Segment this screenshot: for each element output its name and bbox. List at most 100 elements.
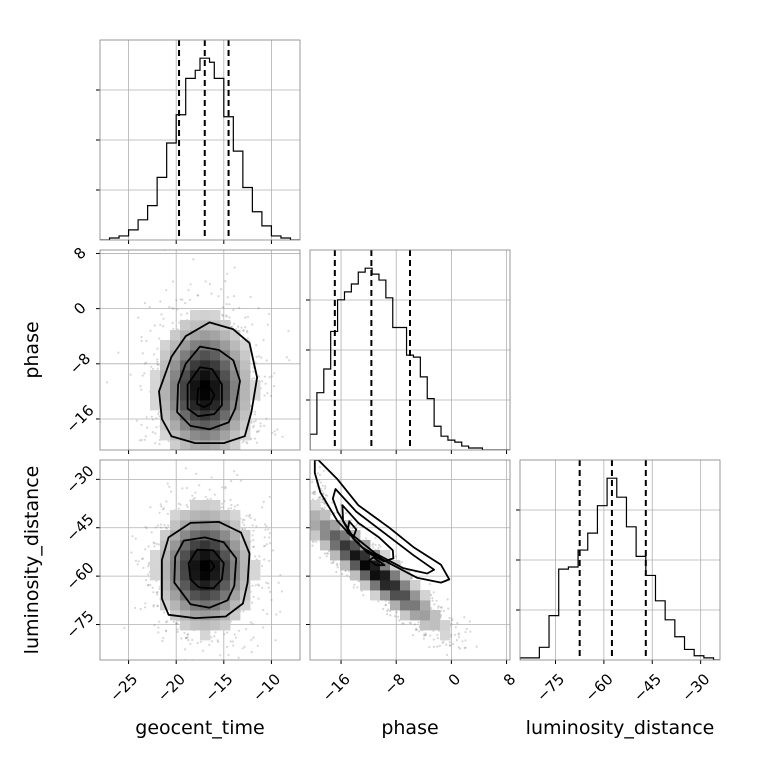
density-cell xyxy=(340,540,351,551)
sample-point xyxy=(243,523,246,527)
sample-point xyxy=(356,526,359,529)
density-cell xyxy=(390,590,401,601)
sample-point xyxy=(159,323,162,326)
contour-level-4 xyxy=(201,559,216,573)
sample-point xyxy=(401,622,404,625)
sample-point xyxy=(176,628,179,631)
density-cell xyxy=(220,580,231,591)
density-cell xyxy=(230,600,241,611)
sample-point xyxy=(175,622,178,625)
sample-point xyxy=(326,552,330,555)
sample-point xyxy=(153,324,156,327)
sample-point xyxy=(261,506,264,509)
sample-point xyxy=(166,620,169,623)
sample-point xyxy=(250,651,253,654)
density-cell xyxy=(190,540,201,551)
sample-point xyxy=(457,632,461,635)
sample-point xyxy=(254,410,257,413)
sample-point xyxy=(224,487,227,490)
sample-point xyxy=(142,566,145,570)
sample-point xyxy=(324,485,327,488)
sample-point xyxy=(152,604,155,607)
sample-point xyxy=(478,666,480,668)
sample-point xyxy=(217,295,220,298)
density-cell xyxy=(170,430,181,441)
density-cell xyxy=(230,380,241,391)
sample-point xyxy=(457,646,460,649)
sample-point xyxy=(319,481,322,484)
sample-point xyxy=(389,614,392,617)
sample-point xyxy=(210,636,213,639)
density-cell xyxy=(180,350,191,361)
sample-point xyxy=(263,558,266,561)
sample-point xyxy=(410,576,413,580)
sample-point xyxy=(267,528,270,531)
sample-point xyxy=(172,307,175,310)
sample-point xyxy=(436,645,439,648)
sample-point xyxy=(141,557,144,561)
sample-point xyxy=(266,323,269,326)
sample-point xyxy=(166,482,169,485)
sample-point xyxy=(287,329,290,333)
sample-point xyxy=(311,544,314,547)
sample-point xyxy=(241,441,244,444)
density-cell xyxy=(170,330,181,341)
sample-point xyxy=(261,380,264,383)
contour-level-4 xyxy=(196,384,216,409)
sample-point xyxy=(155,579,158,583)
sample-point xyxy=(256,583,260,586)
sample-point xyxy=(268,559,271,563)
density-cell xyxy=(190,380,201,391)
density-cell xyxy=(160,400,171,411)
x-tick-label-luminosity-distance: −75 xyxy=(533,670,568,705)
sample-point xyxy=(208,488,211,491)
sample-point xyxy=(430,607,433,610)
sample-point xyxy=(196,642,199,645)
sample-point xyxy=(263,375,266,378)
sample-point xyxy=(393,615,397,618)
sample-point xyxy=(155,591,158,594)
sample-point xyxy=(141,352,144,355)
x-tick-label-geocent-time: −20 xyxy=(154,670,189,705)
hist-step-line xyxy=(100,57,300,240)
sample-point xyxy=(157,626,160,629)
sample-point xyxy=(448,644,451,647)
density-cell xyxy=(230,350,241,361)
sample-point xyxy=(172,327,175,330)
sample-point xyxy=(162,507,165,510)
density-cell xyxy=(200,380,211,391)
density-cell xyxy=(340,560,351,571)
sample-point xyxy=(228,303,231,306)
density-cell xyxy=(200,630,211,641)
density-cell xyxy=(370,570,381,581)
sample-point xyxy=(379,545,382,548)
density-cell xyxy=(220,510,231,521)
sample-point xyxy=(148,305,151,309)
sample-point xyxy=(257,375,261,378)
sample-point xyxy=(400,561,403,564)
sample-point xyxy=(448,641,451,644)
sample-point xyxy=(437,605,440,608)
sample-point xyxy=(252,539,255,542)
y-tick-label-phase: −16 xyxy=(62,401,97,436)
sample-point xyxy=(251,323,254,326)
density-cell xyxy=(200,550,211,561)
density-cell xyxy=(400,610,411,621)
density-cell xyxy=(310,520,321,531)
sample-point xyxy=(324,493,327,496)
sample-point xyxy=(251,534,254,537)
sample-point xyxy=(259,422,262,425)
y-tick-label-luminosity-distance: −45 xyxy=(62,510,97,545)
sample-point xyxy=(315,540,318,543)
sample-point xyxy=(322,501,325,504)
sample-point xyxy=(160,505,163,508)
density-cell xyxy=(180,560,191,571)
sample-point xyxy=(418,630,421,633)
sample-point xyxy=(270,375,273,378)
density-cell xyxy=(220,340,231,351)
sample-point xyxy=(233,266,236,269)
sample-point xyxy=(344,511,348,515)
sample-point xyxy=(146,426,149,429)
sample-point xyxy=(186,633,189,636)
density-cell xyxy=(200,310,211,321)
